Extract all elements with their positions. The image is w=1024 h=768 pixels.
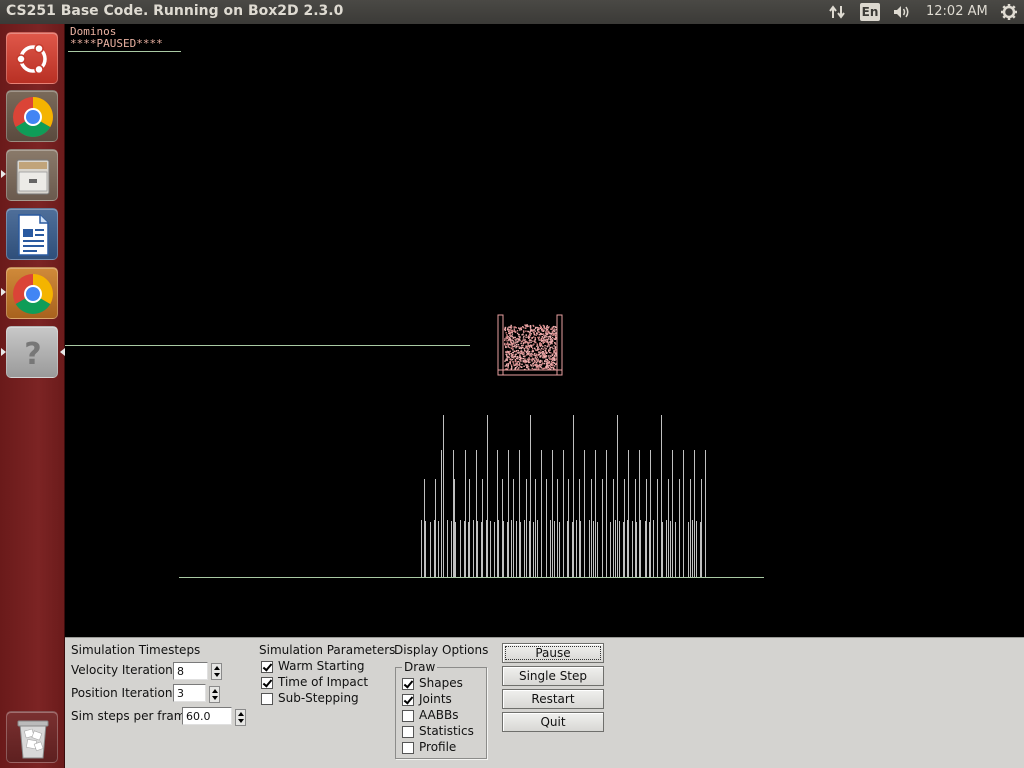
box-left-wall (497, 314, 504, 376)
display-option-label-1[interactable]: Joints (419, 692, 452, 706)
particle-heap (504, 324, 558, 371)
position-iterations-label: Position Iterations (71, 686, 179, 700)
display-option-label-0[interactable]: Shapes (419, 676, 463, 690)
volume-icon[interactable] (892, 3, 912, 21)
display-option-checkbox-4[interactable] (402, 742, 414, 754)
ubuntu-dash-icon[interactable] (6, 32, 58, 84)
display-option-checkbox-1[interactable] (402, 694, 414, 706)
display-option-label-2[interactable]: AABBs (419, 708, 459, 722)
position-iterations-field[interactable] (173, 684, 206, 702)
running-indicator (1, 170, 6, 178)
display-option-checkbox-2[interactable] (402, 710, 414, 722)
position-iterations-input[interactable] (174, 685, 205, 701)
svg-text:?: ? (24, 337, 41, 372)
display-option-checkbox-0[interactable] (402, 678, 414, 690)
file-manager-icon[interactable] (6, 149, 58, 201)
network-icon[interactable] (828, 3, 848, 21)
paused-status: ****PAUSED**** (70, 37, 163, 50)
top-panel: CS251 Base Code. Running on Box2D 2.3.0 … (0, 0, 1024, 24)
velocity-iterations-input[interactable] (174, 663, 207, 679)
display-options-heading: Display Options (394, 643, 489, 657)
parameter-checkbox-0[interactable] (261, 661, 273, 673)
sim-steps-stepper[interactable] (235, 709, 246, 726)
parameters-heading: Simulation Parameters (259, 643, 396, 657)
velocity-iterations-label: Velocity Iterations (71, 663, 180, 677)
power-gear-icon[interactable] (999, 3, 1019, 21)
single-step-button[interactable]: Single Step (502, 666, 604, 686)
window-title: CS251 Base Code. Running on Box2D 2.3.0 (6, 3, 344, 19)
sim-steps-field[interactable] (182, 707, 232, 725)
velocity-iterations-stepper[interactable] (211, 663, 222, 680)
parameter-label-1[interactable]: Time of Impact (278, 675, 369, 689)
control-panel: Simulation Timesteps Velocity Iterations… (65, 637, 1024, 768)
clock[interactable]: 12:02 AM (926, 4, 988, 19)
trash-icon[interactable] (6, 711, 58, 763)
quit-button[interactable]: Quit (502, 712, 604, 732)
sim-steps-label: Sim steps per frame (71, 709, 193, 723)
focused-indicator (60, 348, 65, 356)
chrome-icon[interactable] (6, 267, 58, 319)
restart-button[interactable]: Restart (502, 689, 604, 709)
simulation-name: Dominos (70, 25, 117, 38)
physics-scene (65, 314, 764, 578)
display-option-label-4[interactable]: Profile (419, 740, 457, 754)
parameter-label-2[interactable]: Sub-Stepping (278, 691, 359, 705)
display-option-checkbox-3[interactable] (402, 726, 414, 738)
sim-steps-input[interactable] (183, 708, 231, 724)
launcher: ? (0, 24, 65, 768)
parameter-label-0[interactable]: Warm Starting (278, 659, 365, 673)
box-floor (497, 369, 563, 376)
simulation-canvas[interactable]: Dominos ****PAUSED**** (65, 24, 1024, 637)
timesteps-heading: Simulation Timesteps (71, 643, 201, 657)
draw-groupbox (395, 667, 487, 759)
parameter-checkbox-2[interactable] (261, 693, 273, 705)
parameter-checkbox-1[interactable] (261, 677, 273, 689)
libreoffice-writer-icon[interactable] (6, 208, 58, 260)
position-iterations-stepper[interactable] (209, 686, 220, 703)
keyboard-layout-indicator[interactable]: En (860, 3, 880, 21)
box-right-wall (556, 314, 563, 376)
velocity-iterations-field[interactable] (173, 662, 208, 680)
chrome-icon[interactable] (6, 90, 58, 142)
hud-underline (68, 51, 181, 52)
running-indicator (1, 348, 6, 356)
running-indicator (1, 288, 6, 296)
pause-button[interactable]: Pause (502, 643, 604, 663)
draw-group-label: Draw (402, 660, 438, 674)
help-icon[interactable]: ? (6, 326, 58, 378)
display-option-label-3[interactable]: Statistics (419, 724, 474, 738)
